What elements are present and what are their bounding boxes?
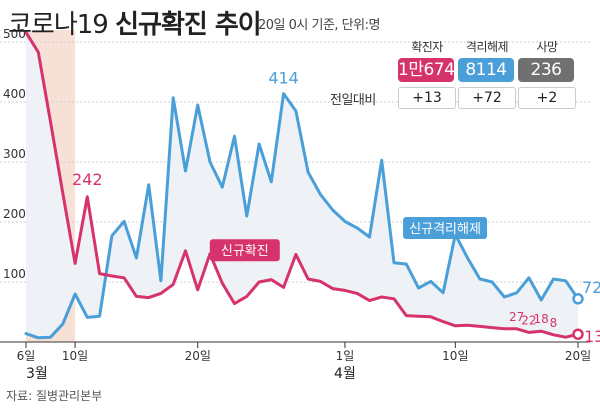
x-tick-label: 1일 (336, 349, 355, 363)
y-tick-label: 400 (3, 87, 26, 101)
x-tick-label: 20일 (185, 349, 211, 363)
data-label: 22 (521, 313, 536, 327)
data-label: 414 (268, 69, 299, 88)
stat-value-confirmed: 1만674 (398, 58, 455, 82)
data-label: 8 (550, 316, 558, 330)
stat-label-confirmed: 확진자 (411, 40, 443, 54)
stat-value-released: 8114 (458, 58, 514, 82)
stat-label-released: 격리해제 (465, 40, 509, 54)
y-tick-label: 200 (3, 207, 26, 221)
legend-confirmed: 신규확진 (221, 244, 269, 259)
data-label: 72 (582, 278, 600, 297)
data-label: 27 (509, 310, 524, 324)
source-note: 자료: 질병관리본부 (6, 389, 103, 403)
title-emphasis: 신규확진 추이 (115, 10, 262, 40)
series-line-released (24, 92, 580, 340)
legend-released: 신규격리해제 (409, 222, 481, 237)
y-tick-label: 300 (3, 147, 26, 161)
month-label: 3월 (26, 366, 48, 382)
stat-diff-deaths: +2 (518, 87, 576, 109)
stat-value-deaths: 236 (518, 58, 574, 82)
x-tick-label: 10일 (62, 349, 88, 363)
chart-title: 코로나19 신규확진 추이 (8, 4, 262, 41)
legend-confirmed-bg (209, 239, 280, 262)
y-tick-label: 100 (3, 267, 26, 281)
series-end-point (572, 328, 584, 340)
series-end-point (572, 293, 584, 305)
legend-released-bg (403, 217, 488, 239)
month-label: 4월 (334, 366, 356, 382)
stat-diff-released: +72 (458, 87, 516, 109)
x-tick-label: 20일 (565, 349, 591, 363)
series-line-confirmed (24, 30, 580, 339)
title-prefix: 코로나19 (8, 10, 116, 40)
data-label: 242 (72, 170, 103, 189)
y-tick-label: 500 (3, 27, 26, 41)
chart-subtitle: 20일 0시 기준, 단위:명 (258, 18, 380, 33)
area-between (26, 32, 578, 338)
x-tick-label: 6일 (17, 349, 36, 363)
diff-label: 전일대비 (330, 93, 376, 108)
stat-diff-confirmed: +13 (398, 87, 456, 109)
stat-label-deaths: 사망 (536, 40, 558, 54)
data-label: 18 (534, 312, 549, 326)
x-tick-label: 10일 (442, 349, 468, 363)
data-label: 13 (584, 327, 600, 346)
